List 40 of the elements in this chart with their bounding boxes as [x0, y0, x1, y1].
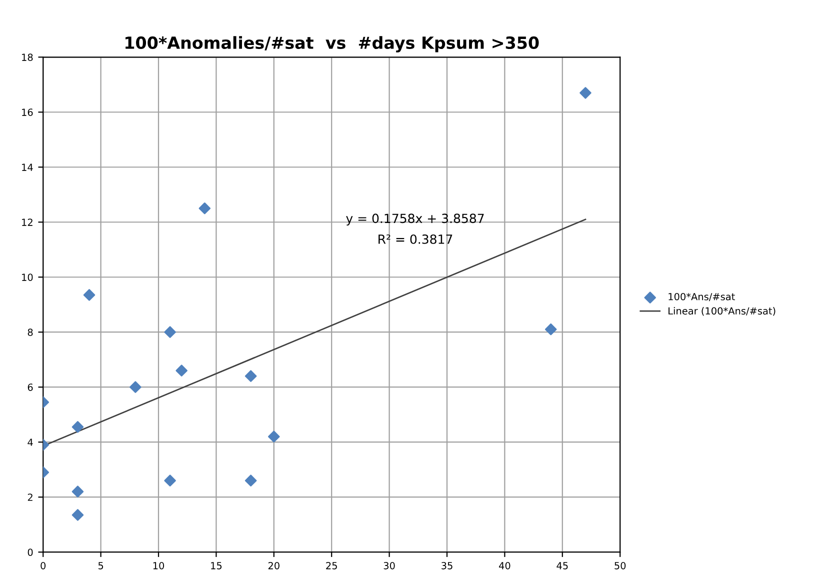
legend-label: 100*Ans/#sat — [668, 292, 735, 302]
point — [164, 326, 176, 338]
y-tick-label: 14 — [22, 164, 33, 171]
point — [83, 289, 96, 301]
point — [130, 381, 142, 394]
x-tick-label: 5 — [98, 562, 104, 570]
point — [244, 474, 257, 486]
point — [72, 421, 84, 433]
y-tick-label: 10 — [22, 274, 33, 281]
x-tick-label: 30 — [384, 562, 395, 570]
x-tick-label: 25 — [326, 562, 337, 570]
y-tick-label: 12 — [22, 218, 32, 226]
x-tick-label: 20 — [268, 562, 280, 570]
y-tick-label: 4 — [28, 438, 33, 446]
y-tick-label: 8 — [28, 328, 33, 336]
x-tick-label: 0 — [40, 562, 46, 570]
point — [176, 364, 188, 377]
point — [580, 86, 592, 99]
point — [268, 430, 280, 442]
x-tick-label: 15 — [211, 562, 222, 570]
x-tick-label: 35 — [442, 562, 452, 570]
point — [544, 323, 557, 336]
point — [198, 202, 211, 214]
annotation: R² = 0.3817 — [378, 234, 452, 244]
y-tick-label: 18 — [22, 54, 33, 61]
y-tick-label: 2 — [28, 494, 32, 501]
y-tick-label: 6 — [28, 384, 33, 391]
legend-label: Linear (100*Ans/#sat) — [668, 307, 776, 316]
y-tick-label: 0 — [28, 548, 33, 556]
x-tick-label: 40 — [498, 562, 510, 570]
chart-title: 100*Anomalies/#sat vs #days Kpsum >350 — [126, 36, 539, 52]
x-tick-label: 45 — [556, 562, 568, 570]
point — [72, 486, 84, 498]
y-tick-label: 16 — [22, 108, 33, 116]
point — [164, 474, 176, 486]
point — [244, 370, 257, 382]
point — [72, 509, 84, 521]
x-tick-label: 50 — [614, 562, 626, 570]
x-tick-label: 10 — [153, 562, 164, 570]
annotation: y = 0.1758x + 3.8587 — [346, 214, 484, 226]
